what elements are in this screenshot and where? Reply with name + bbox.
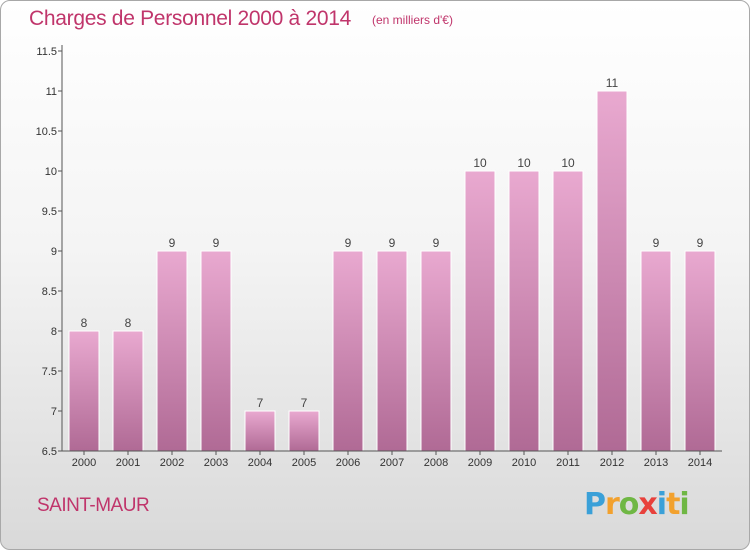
logo-letter: o: [618, 487, 640, 522]
bar: [420, 250, 452, 452]
chart-title: Charges de Personnel 2000 à 2014: [29, 7, 351, 30]
logo-letter: i: [656, 487, 667, 522]
bar: [112, 330, 144, 452]
data-label: 9: [653, 236, 660, 250]
x-tick-label: 2014: [688, 457, 712, 469]
x-tick-label: 2006: [336, 457, 360, 469]
x-tick-label: 2003: [204, 457, 228, 469]
x-tick-label: 2000: [72, 457, 96, 469]
bar: [640, 250, 672, 452]
bar: [464, 170, 496, 452]
bar: [376, 250, 408, 452]
x-tick-label: 2013: [644, 457, 668, 469]
y-tick-label: 9: [51, 246, 57, 258]
bar: [244, 410, 276, 452]
data-label: 9: [345, 236, 352, 250]
data-label: 9: [697, 236, 704, 250]
logo-letter: x: [638, 487, 657, 522]
bar: [596, 90, 628, 452]
bar: [288, 410, 320, 452]
logo-letter: r: [605, 487, 620, 522]
x-tick-label: 2008: [424, 457, 448, 469]
bar: [508, 170, 540, 452]
y-tick-label: 10.5: [36, 126, 57, 138]
x-tick-label: 2012: [600, 457, 624, 469]
proxiti-logo: Proxiti: [584, 487, 690, 522]
x-tick-label: 2011: [556, 457, 580, 469]
data-label: 11: [606, 76, 619, 90]
x-tick-label: 2010: [512, 457, 536, 469]
logo-letter: P: [584, 487, 606, 522]
chart-subtitle: (en milliers d'€): [372, 13, 453, 27]
y-tick-label: 9.5: [42, 206, 57, 218]
data-label: 9: [213, 236, 220, 250]
x-tick-label: 2004: [248, 457, 272, 469]
y-tick-label: 6.5: [42, 446, 57, 458]
data-label: 10: [561, 156, 575, 170]
data-label: 10: [473, 156, 487, 170]
bar: [332, 250, 364, 452]
y-tick-label: 10: [45, 166, 57, 178]
y-tick-label: 7.5: [42, 366, 57, 378]
bar: [552, 170, 584, 452]
y-tick-label: 8: [51, 326, 57, 338]
data-label: 7: [257, 396, 264, 410]
data-label: 7: [301, 396, 308, 410]
data-label: 9: [433, 236, 440, 250]
y-tick-label: 7: [51, 406, 57, 418]
data-label: 10: [517, 156, 531, 170]
data-label: 8: [125, 316, 132, 330]
bar: [156, 250, 188, 452]
x-tick-label: 2007: [380, 457, 404, 469]
y-tick-label: 8.5: [42, 286, 57, 298]
location-name: SAINT-MAUR: [37, 495, 150, 516]
bar: [68, 330, 100, 452]
logo-letter: t: [666, 487, 680, 522]
x-tick-label: 2009: [468, 457, 492, 469]
x-tick-label: 2001: [116, 457, 140, 469]
y-tick-label: 11.5: [36, 46, 57, 58]
data-label: 9: [169, 236, 176, 250]
bar: [200, 250, 232, 452]
data-label: 9: [389, 236, 396, 250]
x-tick-label: 2002: [160, 457, 184, 469]
bar: [684, 250, 716, 452]
x-tick-label: 2005: [292, 457, 316, 469]
y-tick-label: 11: [46, 86, 57, 98]
data-label: 8: [81, 316, 88, 330]
logo-letter: i: [679, 487, 689, 522]
